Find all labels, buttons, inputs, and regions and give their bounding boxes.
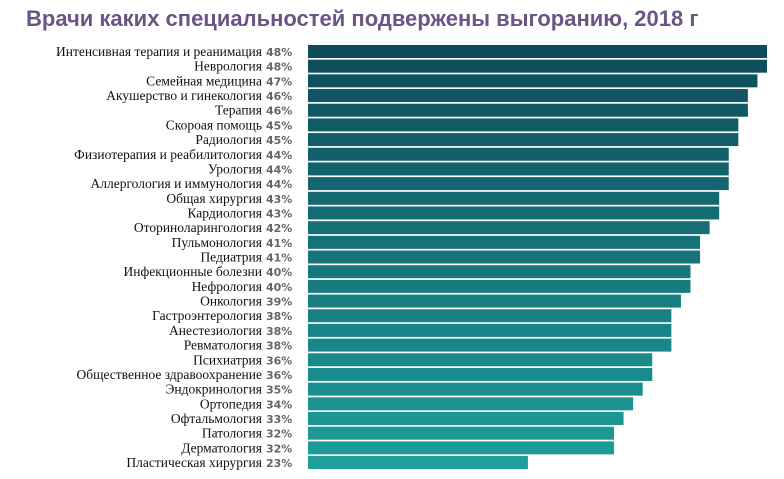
category-label: Общая хирургия [166,191,262,206]
category-label: Инфекционные болезни [124,264,262,279]
value-label: 33% [266,413,292,426]
value-label: 34% [266,398,292,411]
value-label: 41% [266,252,292,265]
category-label: Кардиология [187,205,262,220]
bar [308,177,729,191]
bar [308,367,653,381]
value-label: 40% [266,266,292,279]
bar [308,309,672,323]
bar [308,191,720,205]
value-label: 40% [266,281,292,294]
bar [308,89,748,103]
category-label: Терапия [215,103,262,118]
category-label: Патология [202,426,262,441]
bar [308,441,614,455]
value-label: 42% [266,222,292,235]
value-label: 36% [266,354,292,367]
bar [308,279,691,293]
bar [308,45,767,58]
bar [308,133,739,147]
bar [308,118,739,132]
bar [308,338,672,352]
value-label: 36% [266,369,292,382]
category-label: Радиология [195,132,262,147]
value-label: 47% [266,75,292,88]
category-label: Скороая помощь [166,117,262,132]
value-label: 38% [266,310,292,323]
value-label: 32% [266,442,292,455]
value-label: 43% [266,193,292,206]
value-label: 46% [266,90,292,103]
chart-title: Врачи каких специальностей подвержены вы… [26,6,699,31]
category-label: Педиатрия [200,250,262,265]
category-label: Акушерство и гинекология [106,88,262,103]
bar [308,74,758,88]
category-label: Оториноларингология [134,220,262,235]
value-label: 44% [266,149,292,162]
bar [308,412,624,425]
category-label: Эндокринология [165,382,262,397]
value-label: 39% [266,296,292,309]
bar [308,397,634,411]
category-label: Офтальмология [171,411,262,426]
category-label: Физиотерапия и реабилитология [74,147,262,162]
bar [308,103,748,117]
category-label: Пластическая хирургия [126,455,262,470]
value-label: 48% [266,46,292,59]
bar [308,235,701,249]
value-label: 23% [266,457,292,470]
category-label: Ревматология [184,338,262,353]
bar [308,250,701,264]
bar [308,162,729,176]
value-label: 48% [266,61,292,74]
value-label: 43% [266,207,292,220]
category-label: Гастроэнтерология [152,308,262,323]
value-label: 38% [266,340,292,353]
bar [308,353,653,367]
bar [308,147,729,161]
bar [308,206,720,220]
category-label: Анестезиология [169,323,262,338]
category-label: Нефрология [192,279,262,294]
bar [308,323,672,337]
value-label: 45% [266,119,292,132]
value-label: 44% [266,178,292,191]
category-label: Семейная медицина [146,73,262,88]
bar [308,382,643,396]
bar [308,456,528,470]
category-label: Интенсивная терапия и реанимация [56,44,262,59]
value-label: 44% [266,163,292,176]
bar [308,426,614,440]
value-label: 38% [266,325,292,338]
category-label: Онкология [200,294,262,309]
value-label: 46% [266,105,292,118]
category-label: Ортопедия [200,396,262,411]
category-label: Психиатрия [193,352,262,367]
category-label: Пульмонология [172,235,262,250]
category-label: Урология [208,161,262,176]
bar [308,221,710,235]
value-label: 41% [266,237,292,250]
value-label: 32% [266,428,292,441]
category-label: Общественное здравоохранение [76,367,262,382]
value-label: 45% [266,134,292,147]
value-label: 35% [266,384,292,397]
category-label: Неврология [194,59,262,74]
bar [308,265,691,279]
bar [308,59,767,73]
category-label: Дерматология [181,440,262,455]
bar [308,294,681,308]
category-label: Аллергология и иммунология [91,176,263,191]
